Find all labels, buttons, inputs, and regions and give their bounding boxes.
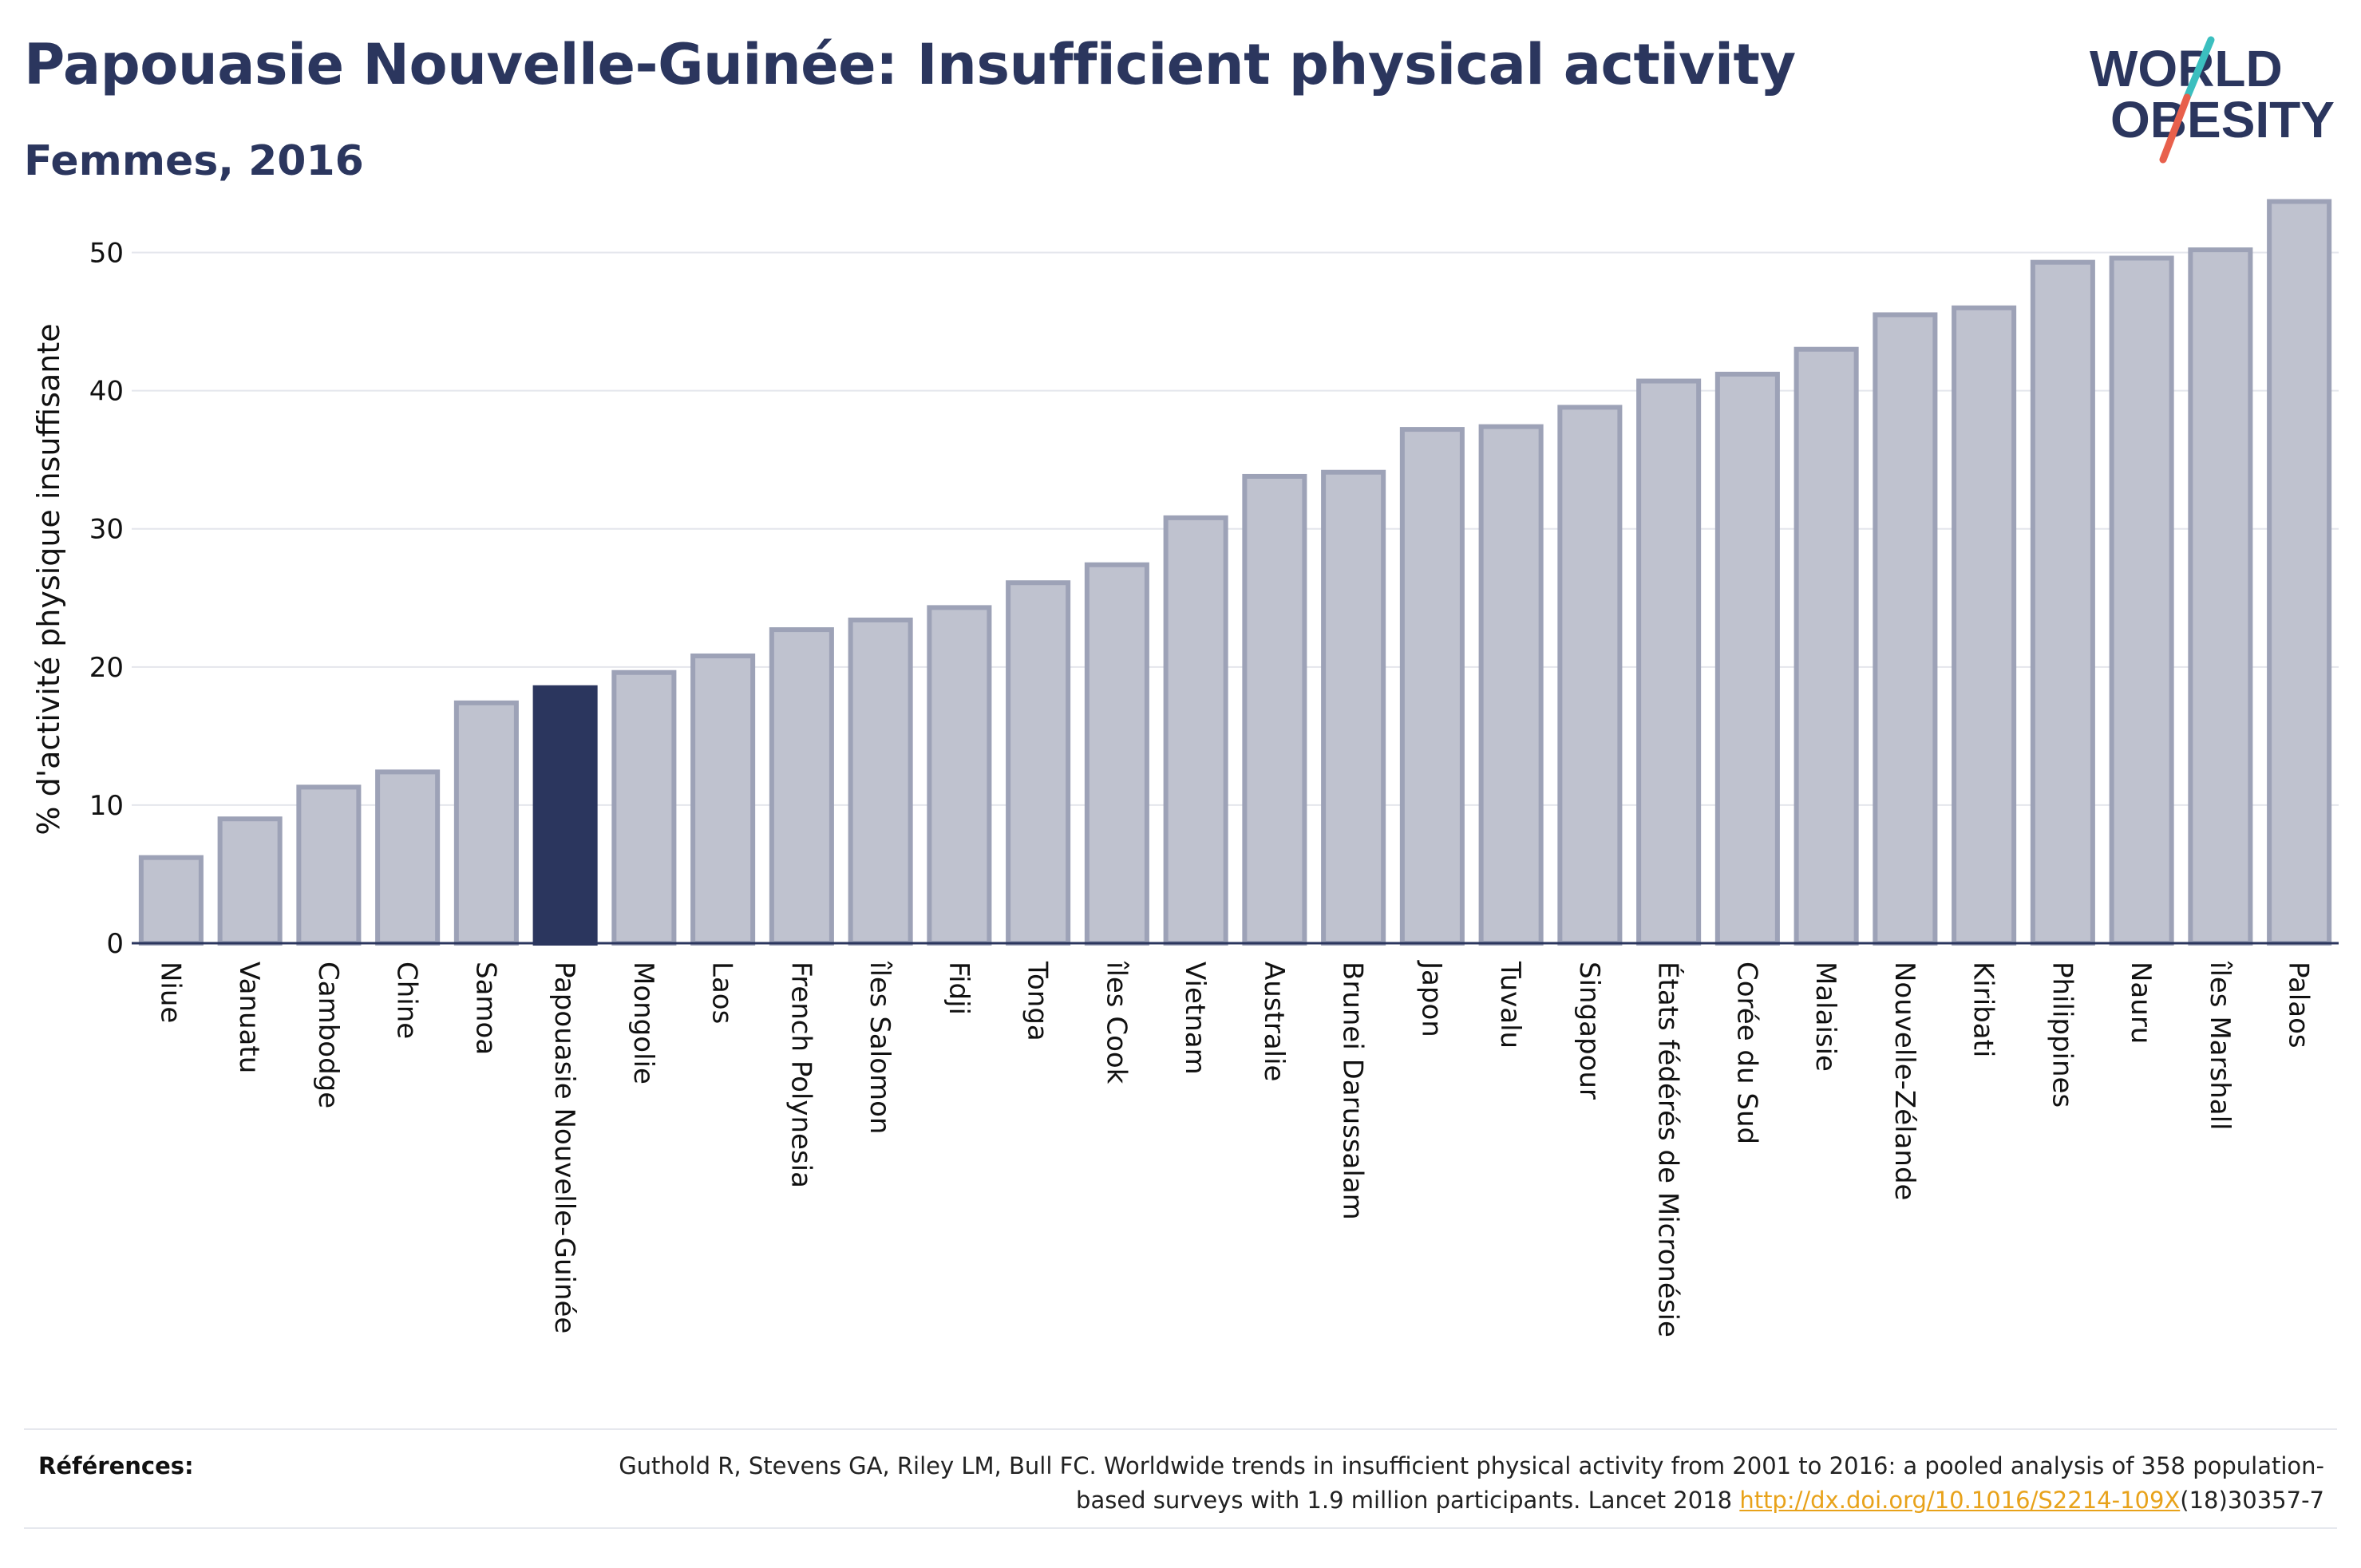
x-tick-label: Brunei Darussalam (1337, 962, 1369, 1220)
bar (138, 855, 204, 946)
references-citation-end: (18)30357-7 (2180, 1487, 2324, 1514)
bar (1006, 580, 1071, 946)
x-tick-label: îles Cook (1100, 961, 1132, 1084)
x-tick-label: Mongolie (627, 962, 659, 1084)
world-obesity-logo: WORLD OBESITY (2090, 36, 2335, 164)
bar-highlighted (532, 685, 598, 946)
y-axis-label: % d'activité physique insuffisante (31, 323, 66, 835)
x-tick-label: Australie (1258, 962, 1290, 1081)
bar (1478, 424, 1544, 946)
logo-slash-top (2183, 36, 2215, 101)
bar (1952, 305, 2017, 946)
x-tick-label: Nauru (2125, 962, 2157, 1044)
x-tick-label: îles Salomon (864, 961, 896, 1134)
y-tick-label: 20 (89, 652, 124, 684)
bar (848, 617, 913, 946)
bar (1636, 378, 1702, 946)
bar (1714, 371, 1780, 946)
references-text: Guthold R, Stevens GA, Riley LM, Bull FC… (568, 1449, 2324, 1518)
bar (2109, 255, 2174, 946)
bar (2267, 199, 2332, 946)
bar (1793, 346, 1859, 946)
references-section: Références: Guthold R, Stevens GA, Riley… (24, 1428, 2337, 1529)
bar (1399, 427, 1465, 946)
bar (927, 605, 992, 946)
logo-line-2: OBESITY (2110, 91, 2335, 148)
bar (1557, 405, 1623, 946)
chart-subtitle: Femmes, 2016 (24, 137, 364, 185)
y-tick-label: 50 (89, 238, 124, 270)
bar (1873, 312, 1938, 946)
bars (138, 199, 2332, 946)
x-tick-label: Fidji (943, 962, 975, 1015)
bar (1242, 473, 1307, 946)
bar (769, 627, 834, 946)
x-tick-label: Japon (1415, 960, 1447, 1037)
x-tick-label: Malaisie (1809, 962, 1841, 1072)
bar (611, 669, 677, 946)
y-tick-label: 30 (89, 514, 124, 546)
x-tick-label: Kiribati (1968, 962, 1999, 1057)
bar (375, 769, 441, 946)
chart-title: Papouasie Nouvelle-Guinée: Insufficient … (24, 32, 1796, 97)
x-tick-label: Laos (706, 962, 738, 1024)
bar (453, 700, 519, 946)
logo-line-1: WORLD (2090, 40, 2283, 97)
x-axis-labels: Niue Vanuatu Cambodge Chine Samoa Papouasie N… (154, 960, 2314, 1337)
x-tick-label: Niue (154, 962, 186, 1023)
x-tick-label: French Polynesia (785, 962, 817, 1188)
x-tick-label: Tonga (1022, 961, 1054, 1041)
logo-slash-bottom (2159, 93, 2191, 164)
bar (296, 784, 362, 946)
x-tick-label: îles Marshall (2204, 961, 2236, 1130)
x-tick-label: Papouasie Nouvelle-Guinée (548, 962, 580, 1333)
bar-chart: 0 10 20 30 40 50 Niue Vanuatu Cambodge Chine Samo… (31, 199, 2339, 1337)
x-tick-label: Chine (391, 962, 423, 1039)
x-tick-label: Vanuatu (233, 962, 265, 1073)
x-tick-label: Nouvelle-Zélande (1888, 962, 1920, 1200)
x-tick-label: États fédérés de Micronésie (1652, 962, 1685, 1337)
references-label: Références: (38, 1452, 194, 1479)
y-tick-label: 40 (89, 376, 124, 408)
bar (1321, 469, 1386, 946)
bar (2030, 259, 2095, 946)
references-citation: Guthold R, Stevens GA, Riley LM, Bull FC… (619, 1452, 2324, 1514)
x-tick-label: Singapour (1573, 962, 1605, 1100)
bar (690, 653, 756, 946)
x-tick-label: Philippines (2046, 962, 2078, 1108)
y-tick-label: 0 (106, 928, 124, 960)
bar (2188, 247, 2253, 946)
references-doi-link[interactable]: http://dx.doi.org/10.1016/S2214-109X (1739, 1487, 2181, 1514)
y-tick-label: 10 (89, 790, 124, 822)
bar (217, 816, 283, 946)
bar (1163, 515, 1228, 946)
x-tick-label: Corée du Sud (1730, 962, 1762, 1144)
bar (1084, 562, 1149, 946)
x-tick-label: Palaos (2283, 962, 2315, 1049)
x-tick-label: Tuvalu (1494, 961, 1526, 1049)
x-tick-label: Vietnam (1179, 962, 1211, 1075)
x-tick-label: Samoa (469, 962, 501, 1055)
x-tick-label: Cambodge (312, 962, 344, 1108)
y-axis-ticks: 0 10 20 30 40 50 (89, 238, 124, 960)
